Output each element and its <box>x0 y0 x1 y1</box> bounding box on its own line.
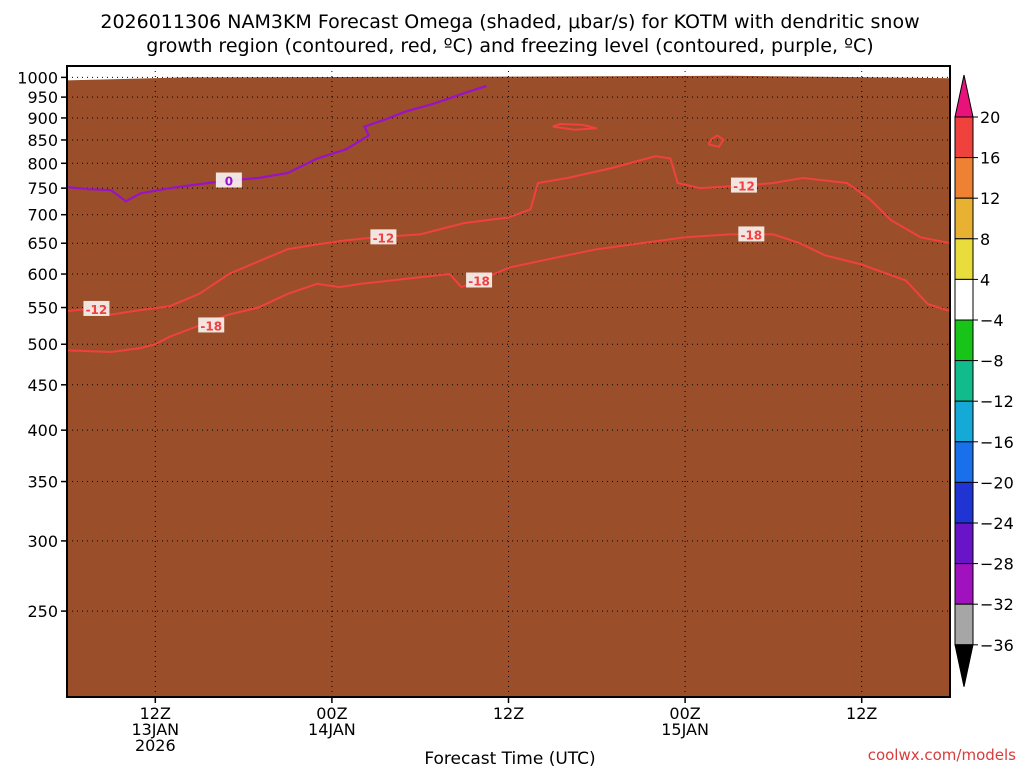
colorbar-cell-4 <box>954 238 974 280</box>
contour-label-1-1: -12 <box>373 231 395 245</box>
colorbar-cell-6 <box>954 319 974 362</box>
contour-label-bg-4-0 <box>215 172 242 188</box>
colorbar-cell-10 <box>954 481 974 524</box>
contour-label-1-0: -12 <box>86 303 108 317</box>
contour-label-bg-0-1 <box>466 272 493 288</box>
contour-2 <box>552 122 598 131</box>
contour-label-0-2: -18 <box>740 228 762 242</box>
colorbar-label-12: −32 <box>980 595 1014 614</box>
x-tick-label-30-0: 12Z <box>493 704 524 723</box>
x-tick-label-6-0: 12Z <box>140 704 171 723</box>
colorbar-label-0: 20 <box>980 108 1000 127</box>
contour-label-bg-1-1 <box>370 229 397 245</box>
contour-label-1-2: -12 <box>733 180 755 194</box>
contour-label-0-1: -18 <box>468 275 490 289</box>
y-tick-label-450: 450 <box>27 376 58 395</box>
contour-label-bg-1-0 <box>83 300 110 316</box>
y-tick-label-300: 300 <box>27 532 58 551</box>
contour-1 <box>67 155 950 316</box>
y-tick-label-400: 400 <box>27 421 58 440</box>
y-tick-label-900: 900 <box>27 109 58 128</box>
colorbar-label-11: −28 <box>980 555 1014 574</box>
colorbar-cell-12 <box>954 563 974 605</box>
y-tick-label-500: 500 <box>27 335 58 354</box>
contour-0 <box>67 233 950 354</box>
colorbar-cell-9 <box>954 441 974 483</box>
y-tick-label-950: 950 <box>27 88 58 107</box>
colorbar-label-6: −8 <box>980 352 1004 371</box>
colorbar-cell-14 <box>954 644 974 687</box>
colorbar-cell-0 <box>954 74 974 118</box>
contour-3 <box>707 134 725 148</box>
colorbar-cell-5 <box>954 278 974 321</box>
colorbar-label-7: −12 <box>980 392 1014 411</box>
x-tick-label-6-2: 2026 <box>135 736 176 755</box>
contour-label-bg-1-2 <box>730 177 757 193</box>
colorbar-label-9: −20 <box>980 473 1014 492</box>
y-tick-label-750: 750 <box>27 179 58 198</box>
contour-4 <box>67 84 487 203</box>
chart-title-line2: growth region (contoured, red, ºC) and f… <box>146 35 873 57</box>
x-tick-label-42-1: 15JAN <box>661 720 709 739</box>
y-tick-label-850: 850 <box>27 131 58 150</box>
colorbar-cell-2 <box>954 157 974 199</box>
credit-text: coolwx.com/models <box>868 746 1016 764</box>
colorbar-label-1: 16 <box>980 149 1000 168</box>
x-tick-label-42-0: 00Z <box>669 704 700 723</box>
y-tick-label-800: 800 <box>27 154 58 173</box>
x-axis-label: Forecast Time (UTC) <box>424 749 595 768</box>
y-tick-label-700: 700 <box>27 206 58 225</box>
colorbar-label-3: 8 <box>980 230 990 249</box>
colorbar-cell-7 <box>954 360 974 402</box>
colorbar-label-10: −24 <box>980 514 1014 533</box>
colorbar-label-8: −16 <box>980 433 1014 452</box>
x-tick-label-18-1: 14JAN <box>308 720 356 739</box>
colorbar-label-13: −36 <box>980 636 1014 655</box>
y-tick-label-600: 600 <box>27 265 58 284</box>
colorbar-cell-13 <box>954 603 974 646</box>
y-tick-label-350: 350 <box>27 473 58 492</box>
colorbar-cell-8 <box>954 400 974 443</box>
colorbar-cell-11 <box>954 522 974 565</box>
colorbar-cell-1 <box>954 116 974 159</box>
contour-label-bg-0-0 <box>198 317 225 333</box>
x-tick-label-6-1: 13JAN <box>131 720 179 739</box>
contour-label-0-0: -18 <box>200 319 222 333</box>
colorbar-label-2: 12 <box>980 189 1000 208</box>
y-tick-label-550: 550 <box>27 299 58 318</box>
x-tick-label-54-0: 12Z <box>846 704 877 723</box>
contour-label-bg-0-2 <box>738 226 765 242</box>
omega-colorbar: 20 16 12 8 4 −4 −8 −12 −16 −20 −24 −28 −32 −36 <box>954 74 1014 687</box>
y-tick-label-250: 250 <box>27 602 58 621</box>
x-tick-label-18-0: 00Z <box>316 704 347 723</box>
plot-area: -18 -18 -18 -12 -12 -12 0 250 300 350 400 450 500 550… <box>17 65 951 755</box>
y-tick-label-650: 650 <box>27 234 58 253</box>
contour-label-4-0: 0 <box>225 175 233 189</box>
colorbar-label-5: −4 <box>980 311 1004 330</box>
colorbar-label-4: 4 <box>980 270 990 289</box>
colorbar-cell-3 <box>954 197 974 240</box>
plot-contents: -18 -18 -18 -12 -12 -12 0 <box>67 66 950 697</box>
chart-title-line1: 2026011306 NAM3KM Forecast Omega (shaded… <box>100 11 919 33</box>
y-tick-label-1000: 1000 <box>17 68 58 87</box>
